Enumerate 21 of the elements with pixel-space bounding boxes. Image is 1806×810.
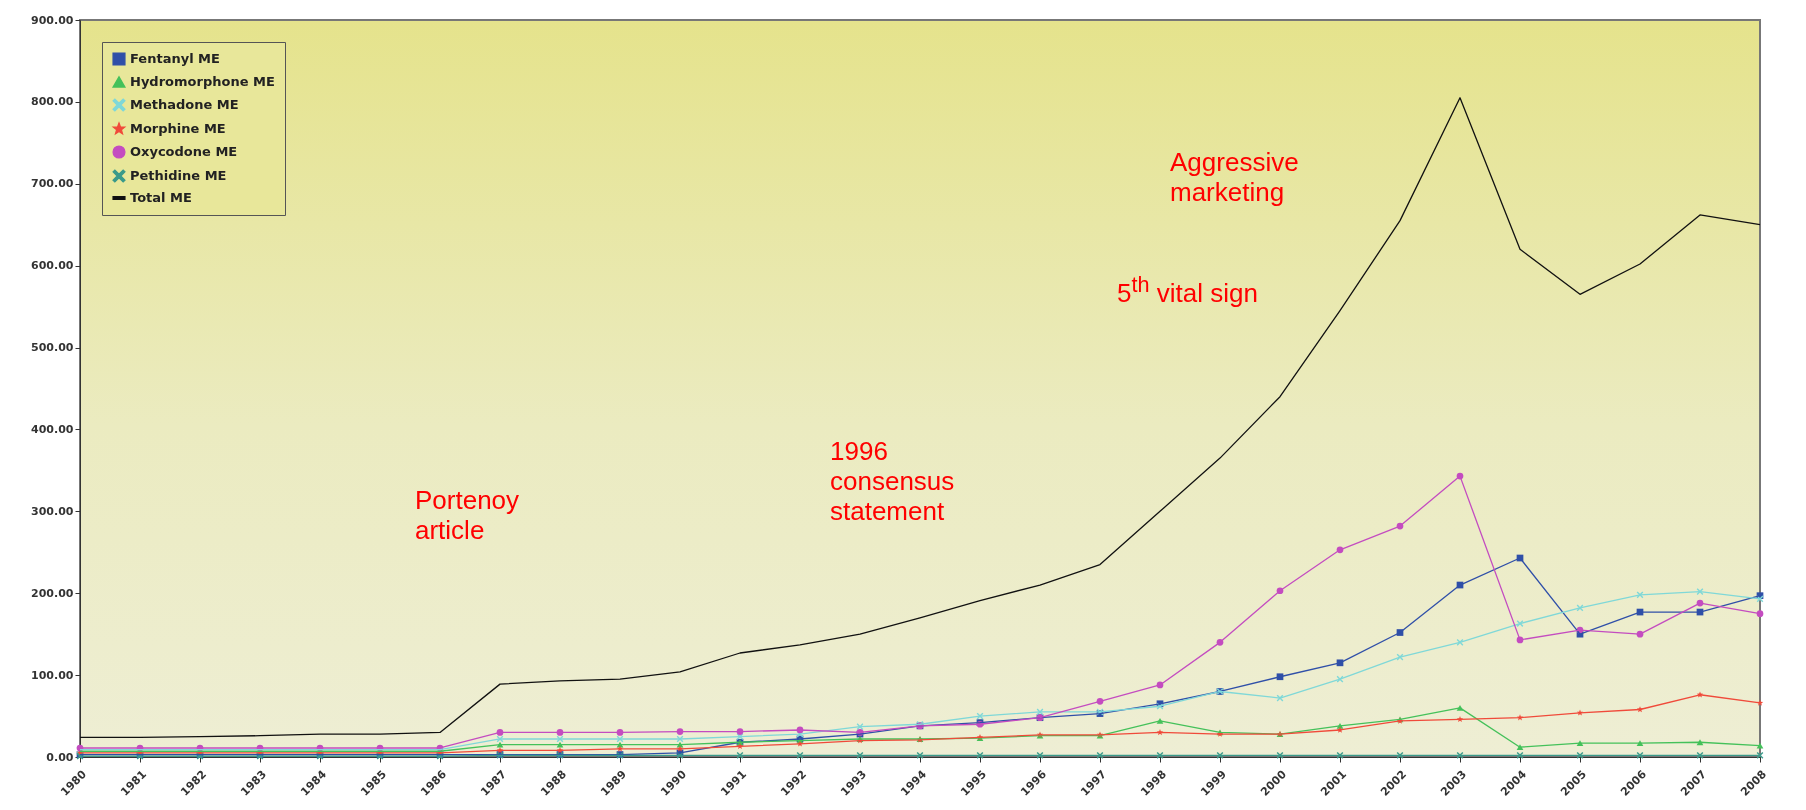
legend-label: Oxycodone ME — [130, 144, 238, 159]
legend-label: Morphine ME — [130, 121, 226, 136]
legend-label: Methadone ME — [130, 97, 239, 112]
annotation: Aggressive marketing — [1170, 147, 1300, 208]
legend-label: Hydromorphone ME — [130, 74, 275, 89]
annotation: 5$^{th}$ vital sign — [1117, 272, 1258, 309]
y-tick-label: 700.00 — [31, 177, 74, 191]
y-tick-label: 800.00 — [31, 95, 74, 109]
y-tick-label: 300.00 — [31, 504, 74, 518]
y-tick-label: 500.00 — [31, 341, 74, 355]
annotation: Portenoy article — [415, 485, 521, 546]
y-tick-label: 100.00 — [31, 668, 74, 682]
legend-label: Pethidine ME — [130, 168, 227, 183]
y-tick-label: 200.00 — [31, 586, 74, 600]
annotation: 1996 consensus statement — [830, 436, 956, 527]
y-tick-label: 0.00 — [46, 750, 74, 764]
y-tick-label: 400.00 — [31, 422, 74, 436]
y-tick-label: 600.00 — [31, 259, 74, 273]
y-tick-label: 900.00 — [31, 13, 74, 27]
legend-label: Fentanyl ME — [130, 51, 220, 66]
legend-label: Total ME — [130, 190, 192, 205]
